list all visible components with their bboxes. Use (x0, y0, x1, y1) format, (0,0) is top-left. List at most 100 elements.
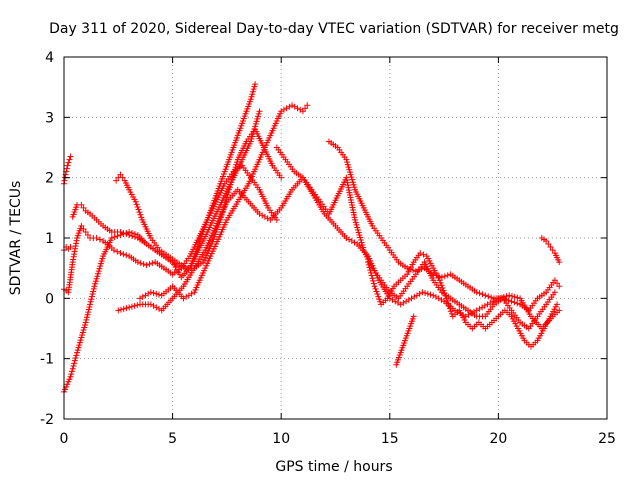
data-point (376, 296, 383, 303)
data-point (67, 153, 74, 160)
data-point (446, 305, 453, 312)
data-point (352, 219, 359, 226)
data-point (93, 235, 100, 241)
data-point (369, 275, 376, 282)
data-point (171, 261, 178, 268)
data-point (345, 164, 352, 171)
data-point (95, 268, 102, 275)
data-point (117, 250, 124, 257)
data-point (511, 299, 518, 306)
data-point (302, 105, 309, 112)
data-point (256, 108, 263, 115)
x-tick-label: 0 (60, 431, 69, 447)
data-point (146, 261, 153, 268)
data-point (90, 288, 97, 295)
data-point (251, 83, 258, 90)
data-point (76, 342, 83, 349)
data-point (356, 231, 363, 238)
data-point (119, 174, 126, 181)
data-point (78, 201, 85, 208)
data-point (371, 283, 378, 290)
data-point (370, 277, 377, 284)
series-arc-5 (69, 81, 259, 281)
data-point (64, 162, 71, 169)
data-point (498, 294, 505, 301)
data-point (81, 324, 88, 331)
data-point (117, 228, 124, 235)
data-point (96, 265, 103, 272)
data-point (351, 184, 358, 191)
data-point (232, 164, 239, 171)
data-point (506, 292, 513, 299)
data-point (176, 271, 183, 278)
data-point (175, 269, 182, 276)
data-point (64, 381, 71, 388)
data-point (250, 86, 257, 93)
data-point (78, 334, 85, 341)
series-arc-14 (538, 235, 563, 266)
data-point (447, 308, 454, 315)
data-point (375, 293, 382, 300)
data-point (514, 300, 521, 307)
data-point (252, 120, 259, 127)
data-point (97, 263, 104, 270)
data-point (299, 108, 306, 115)
data-point (357, 234, 364, 241)
data-point (350, 181, 357, 188)
data-point (354, 224, 361, 231)
x-tick-label: 10 (272, 431, 290, 447)
data-point (549, 247, 556, 254)
data-point (82, 228, 89, 235)
data-point (367, 269, 374, 276)
data-point (439, 284, 446, 291)
data-point (123, 230, 130, 237)
data-point (412, 268, 419, 275)
data-point (123, 305, 130, 312)
data-point (149, 260, 156, 267)
data-point (172, 264, 179, 271)
data-point (354, 226, 361, 233)
data-point (73, 352, 80, 359)
data-point (120, 251, 127, 258)
data-point (442, 292, 449, 299)
data-point (234, 159, 241, 166)
data-point (347, 171, 354, 178)
data-point (120, 305, 127, 312)
data-point (80, 327, 87, 334)
data-point (254, 115, 261, 122)
data-point (353, 221, 360, 228)
data-point (173, 266, 180, 273)
data-point (273, 216, 280, 223)
data-point (438, 282, 445, 289)
data-point (65, 159, 72, 166)
data-point (143, 262, 150, 269)
data-point (359, 242, 366, 249)
data-point (80, 225, 87, 232)
data-point (85, 309, 92, 316)
y-tick-label: 4 (45, 50, 54, 66)
series-arc-8 (137, 102, 311, 302)
data-point (97, 260, 104, 267)
data-point (138, 214, 145, 221)
data-point (115, 307, 122, 314)
data-point (114, 248, 121, 255)
data-point (444, 297, 451, 304)
data-point (67, 244, 74, 251)
data-point (76, 339, 83, 346)
series-arc-7 (115, 174, 350, 314)
data-point (230, 171, 237, 178)
series-arc-6 (113, 126, 285, 272)
data-point (247, 96, 254, 103)
data-point (253, 118, 260, 125)
data-point (61, 177, 68, 184)
data-point (86, 303, 93, 310)
data-point (349, 179, 356, 186)
data-point (87, 298, 94, 305)
chart-title: Day 311 of 2020, Sidereal Day-to-day VTE… (49, 21, 619, 37)
data-point (94, 273, 101, 280)
data-point (419, 289, 426, 296)
data-point (551, 289, 558, 296)
data-point (66, 376, 73, 383)
series-arc-13 (393, 313, 417, 368)
data-point (134, 302, 141, 309)
